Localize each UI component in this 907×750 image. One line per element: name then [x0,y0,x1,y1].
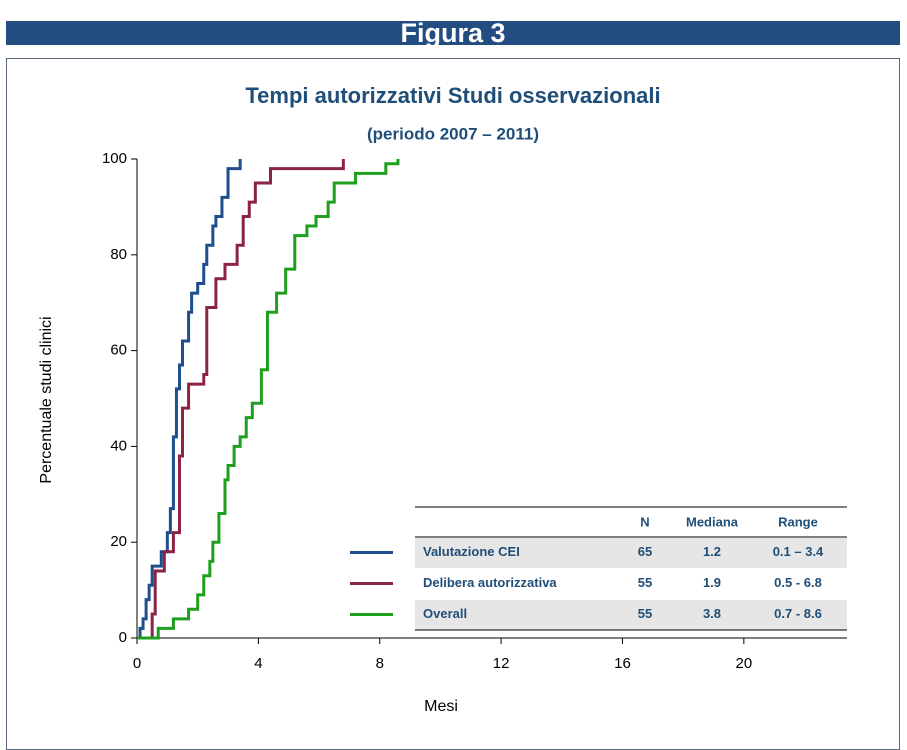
y-tick-label: 80 [110,246,127,263]
x-tick-label: 4 [254,655,262,672]
y-tick-label: 100 [102,150,127,167]
table-cell: 55 [638,575,652,590]
figure-header: Figura 3 [6,20,900,47]
chart-title: Tempi autorizzativi Studi osservazionali [245,83,660,108]
step-line [137,159,242,640]
x-tick-label: 0 [133,655,141,672]
table-cell: 3.8 [703,606,721,621]
table-cell: 0.5 - 6.8 [774,575,822,590]
table-row-bg [415,600,847,630]
table-cell: 1.2 [703,544,721,559]
y-tick-label: 20 [110,533,127,550]
legend-label: Delibera autorizzativa [423,575,557,590]
table-header: Mediana [686,514,739,529]
x-axis-label: Mesi [424,698,458,715]
table-cell: 1.9 [703,575,721,590]
table-row-bg [415,538,847,568]
table-cell: 55 [638,606,652,621]
legend-label: Overall [423,606,467,621]
y-axis-label: Percentuale studi clinici [38,316,55,483]
y-tick-label: 60 [110,342,127,359]
x-tick-label: 20 [735,655,752,672]
legend-label: Valutazione CEI [423,544,520,559]
y-tick-label: 40 [110,437,127,454]
table-header: N [640,514,649,529]
table-cell: 0.1 – 3.4 [773,544,824,559]
chart-subtitle: (periodo 2007 – 2011) [367,124,539,143]
table-header: Range [778,514,818,529]
x-tick-label: 16 [614,655,631,672]
table-cell: 65 [638,544,652,559]
step-line [149,159,345,640]
step-line [137,159,400,640]
y-tick-label: 0 [119,629,127,646]
x-tick-label: 8 [376,655,384,672]
table-cell: 0.7 - 8.6 [774,606,822,621]
x-tick-label: 12 [493,655,510,672]
